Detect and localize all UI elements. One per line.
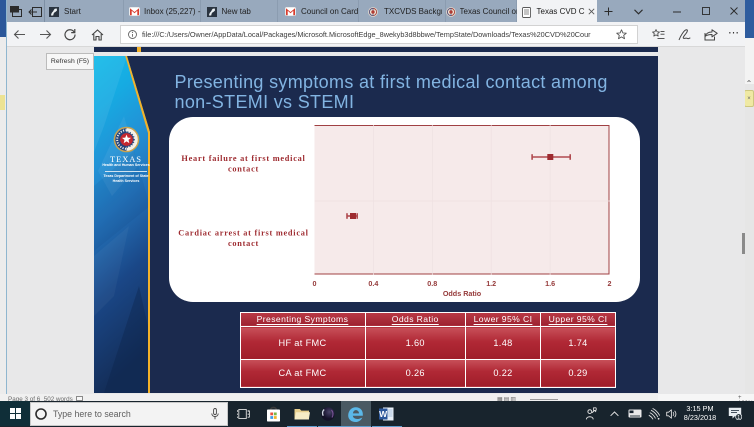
svg-text:contact: contact <box>228 239 259 248</box>
svg-text:0.8: 0.8 <box>427 279 437 288</box>
svg-text:2: 2 <box>608 279 612 288</box>
svg-text:0: 0 <box>313 279 317 288</box>
svg-text:W: W <box>379 409 388 419</box>
svg-text:1.2: 1.2 <box>486 279 496 288</box>
svg-text:Odds Ratio: Odds Ratio <box>443 289 482 298</box>
svg-text:0.4: 0.4 <box>368 279 378 288</box>
svg-text:contact: contact <box>228 165 259 174</box>
svg-text:1: 1 <box>737 415 740 420</box>
svg-text:Heart failure at first medical: Heart failure at first medical <box>181 154 305 163</box>
svg-text:1.6: 1.6 <box>545 279 555 288</box>
svg-text:Cardiac arrest at first medica: Cardiac arrest at first medical <box>178 229 308 238</box>
